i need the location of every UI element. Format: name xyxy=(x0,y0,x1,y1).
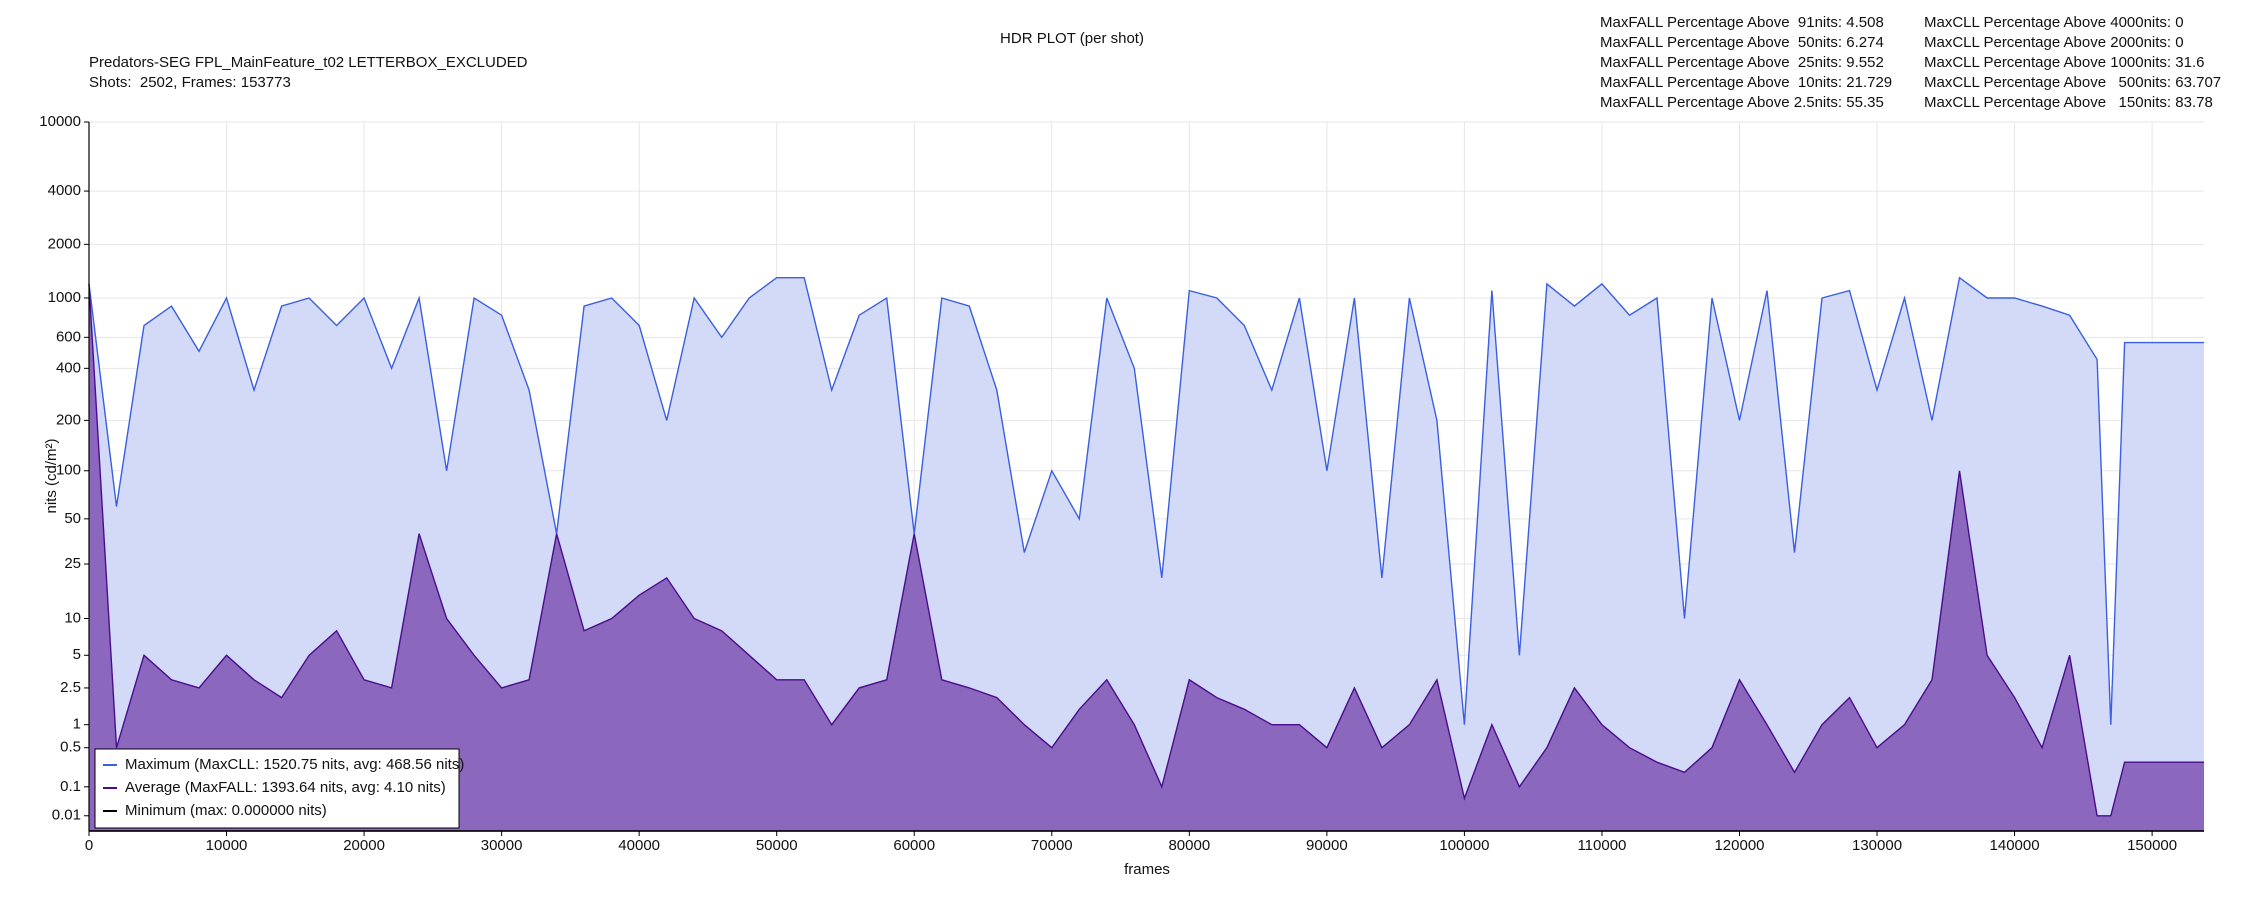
subtitle: Shots: 2502, Frames: 153773 xyxy=(89,74,291,91)
legend-box xyxy=(94,748,460,829)
stat-text: MaxFALL Percentage Above 10nits: 21.729 xyxy=(1600,74,1892,91)
x-tick-label: 90000 xyxy=(1306,837,1348,854)
stat-text: MaxCLL Percentage Above 500nits: 63.707 xyxy=(1924,74,2221,91)
y-tick-label: 2.5 xyxy=(60,679,81,696)
y-tick-label: 0.1 xyxy=(60,778,81,795)
y-tick-label: 5 xyxy=(73,646,81,663)
stat-text: MaxFALL Percentage Above 2.5nits: 55.35 xyxy=(1600,94,1884,111)
x-tick-label: 110000 xyxy=(1577,837,1626,854)
stat-text: MaxCLL Percentage Above 1000nits: 31.6 xyxy=(1924,54,2204,71)
stat-text: MaxFALL Percentage Above 91nits: 4.508 xyxy=(1600,14,1884,31)
x-tick-label: 80000 xyxy=(1168,837,1210,854)
legend-label: Minimum (max: 0.000000 nits) xyxy=(125,802,327,819)
chart-title: HDR PLOT (per shot) xyxy=(1000,30,1144,47)
x-tick-label: 120000 xyxy=(1714,837,1764,854)
x-tick-label: 70000 xyxy=(1031,837,1073,854)
y-tick-label: 2000 xyxy=(48,235,81,252)
area-fill xyxy=(89,283,2204,831)
x-tick-label: 150000 xyxy=(2127,837,2177,854)
x-tick-label: 140000 xyxy=(1990,837,2040,854)
stat-text: MaxCLL Percentage Above 150nits: 83.78 xyxy=(1924,94,2213,111)
y-tick-label: 0.5 xyxy=(60,739,81,756)
subtitle: Predators-SEG FPL_MainFeature_t02 LETTER… xyxy=(89,54,528,71)
x-tick-label: 0 xyxy=(85,837,93,854)
y-tick-label: 1 xyxy=(73,716,81,733)
stat-text: MaxCLL Percentage Above 2000nits: 0 xyxy=(1924,34,2184,51)
y-tick-label: 10000 xyxy=(39,113,81,130)
y-tick-label: 200 xyxy=(56,411,81,428)
stat-text: MaxFALL Percentage Above 25nits: 9.552 xyxy=(1600,54,1884,71)
y-tick-label: 4000 xyxy=(48,182,81,199)
y-axis-label: nits (cd/m²) xyxy=(43,438,60,513)
x-tick-label: 40000 xyxy=(618,837,660,854)
y-tick-label: 0.01 xyxy=(52,807,81,824)
y-tick-label: 50 xyxy=(64,510,81,527)
series-line xyxy=(88,276,2204,725)
x-tick-label: 10000 xyxy=(206,837,248,854)
x-tick-label: 20000 xyxy=(343,837,385,854)
legend-label: Maximum (MaxCLL: 1520.75 nits, avg: 468.… xyxy=(125,756,464,773)
x-tick-label: 50000 xyxy=(756,837,798,854)
y-tick-label: 100 xyxy=(56,462,81,479)
y-tick-label: 25 xyxy=(64,555,81,572)
x-axis-label: frames xyxy=(1124,861,1170,878)
y-tick-label: 600 xyxy=(56,328,81,345)
x-tick-label: 100000 xyxy=(1439,837,1489,854)
stat-text: MaxFALL Percentage Above 50nits: 6.274 xyxy=(1600,34,1884,51)
legend: Maximum (MaxCLL: 1520.75 nits, avg: 468.… xyxy=(94,748,464,829)
series-line xyxy=(88,283,2204,817)
legend-label: Average (MaxFALL: 1393.64 nits, avg: 4.1… xyxy=(125,779,446,796)
stat-text: MaxCLL Percentage Above 4000nits: 0 xyxy=(1924,14,2184,31)
y-tick-label: 1000 xyxy=(48,289,81,306)
x-tick-label: 130000 xyxy=(1852,837,1902,854)
y-tick-label: 400 xyxy=(56,359,81,376)
x-tick-label: 60000 xyxy=(893,837,935,854)
y-tick-label: 10 xyxy=(64,609,81,626)
x-tick-label: 30000 xyxy=(481,837,523,854)
